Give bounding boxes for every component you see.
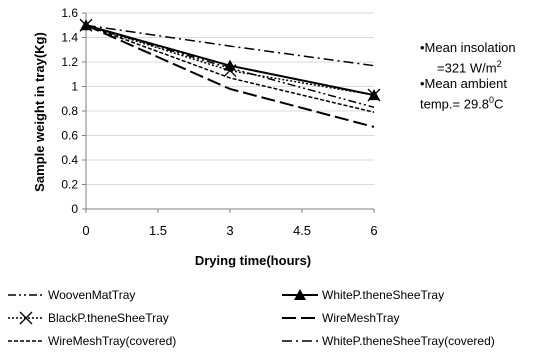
x-marker xyxy=(19,311,33,325)
legend-label: WoovenMatTray xyxy=(48,288,135,302)
y-tick-label: 0.6 xyxy=(61,129,78,143)
y-tick-label: 1.4 xyxy=(61,31,78,45)
legend-label: WireMeshTray xyxy=(322,311,400,325)
x-tick-label: 3 xyxy=(226,223,233,238)
y-tick-label: 1.6 xyxy=(61,6,78,20)
x-marker xyxy=(367,88,381,102)
legend-label: WireMeshTray(covered) xyxy=(48,334,176,348)
x-tick-label: 1.5 xyxy=(149,223,167,238)
annotation-line-3: •Mean ambient xyxy=(420,76,507,92)
x-tick-label: 4.5 xyxy=(293,223,311,238)
y-tick-label: 0 xyxy=(71,202,78,216)
annotation-line-2: =321 W/m2 xyxy=(437,59,502,76)
series-markers xyxy=(79,18,381,102)
y-tick-labels: 0 0.2 0.4 0.6 0.8 1 1.2 1.4 1.6 xyxy=(61,6,78,216)
y-tick-label: 0.4 xyxy=(61,153,78,167)
annotation-insolation: •Mean insolation =321 W/m2 •Mean ambient… xyxy=(420,40,516,113)
annotation-line-1: •Mean insolation xyxy=(420,40,516,55)
x-marker xyxy=(79,18,93,32)
y-axis-label: Sample weight in tray(Kg) xyxy=(32,32,47,192)
triangle-marker xyxy=(294,289,306,300)
x-tick-labels: 0 1.5 3 4.5 6 xyxy=(82,223,377,238)
y-tick-label: 0.8 xyxy=(61,104,78,118)
series-lines xyxy=(85,24,375,128)
x-tick-label: 0 xyxy=(82,223,89,238)
annotation-line-4: temp.= 29.80C xyxy=(420,95,504,112)
axes xyxy=(82,12,375,213)
x-tick-label: 6 xyxy=(370,223,377,238)
legend-label: BlackP.theneSheeTray xyxy=(48,311,169,325)
y-tick-label: 0.2 xyxy=(61,178,78,192)
y-tick-label: 1 xyxy=(71,80,78,94)
series-line xyxy=(85,24,375,113)
series-line xyxy=(85,24,375,96)
x-marker xyxy=(223,64,237,78)
y-tick-label: 1.2 xyxy=(61,55,78,69)
legend-label: WhiteP.theneSheeTray xyxy=(322,288,444,302)
series-line xyxy=(85,24,375,67)
legend: WoovenMatTray WhiteP.theneSheeTray BlackP.… xyxy=(8,288,495,348)
x-axis-label: Drying time(hours) xyxy=(195,253,311,268)
legend-label: WhiteP.theneSheeTray(covered) xyxy=(322,334,495,348)
series-line xyxy=(85,24,375,128)
